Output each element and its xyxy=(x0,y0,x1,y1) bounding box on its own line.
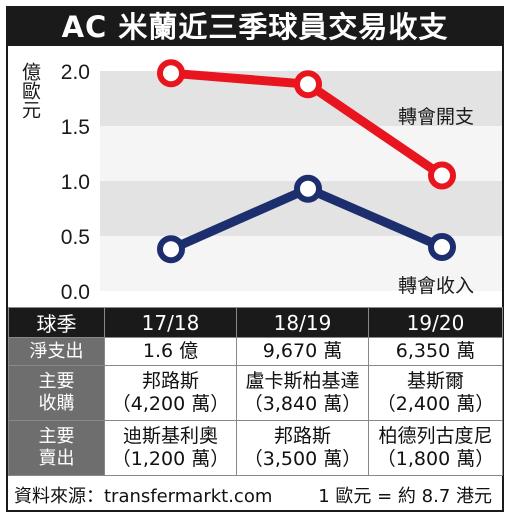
table-cell: 9,670 萬 xyxy=(236,337,369,366)
y-tick-labels: 2.0 1.5 1.0 0.5 0.0 xyxy=(61,61,90,304)
y-axis-label: 億歐元 xyxy=(19,62,41,119)
table-cell: 6,350 萬 xyxy=(368,337,503,366)
y-tick-label: 0.0 xyxy=(61,281,90,304)
y-tick-label: 2.0 xyxy=(61,61,90,84)
table-row: 主要 收購 邦路斯 （4,200 萬） 盧卡斯柏基達 （3,840 萬） 基斯爾 （2,… xyxy=(8,365,503,421)
table-cell: 1.6 億 xyxy=(104,337,237,366)
column-header: 19/20 xyxy=(368,307,503,338)
table-cell: 邦路斯 （3,500 萬） xyxy=(236,420,369,476)
series-label: 轉會收入 xyxy=(398,275,474,297)
table-cell: 柏德列古度尼 （1,800 萬） xyxy=(368,420,503,476)
data-point xyxy=(428,161,456,190)
y-tick-label: 1.5 xyxy=(61,116,90,139)
table-row: 主要 賣出 迪斯基利奧 （1,200 萬） 邦路斯 （3,500 萬） 柏德列古度尼（… xyxy=(8,420,503,476)
table-row: 淨支出 1.6 億 9,670 萬 6,350 萬 xyxy=(8,337,503,366)
transfer-table: 球季 17/18 18/19 19/20 淨支出 1.6 億 9,670 萬 6… xyxy=(8,307,503,476)
table-cell: 基斯爾 （2,400 萬） xyxy=(368,365,503,421)
table-cell: 迪斯基利奧 （1,200 萬） xyxy=(104,420,237,476)
data-point xyxy=(157,59,185,88)
source-text: 資料來源：transfermarkt.com xyxy=(14,486,273,507)
row-header: 淨支出 xyxy=(8,337,105,366)
table-cell: 邦路斯 （4,200 萬） xyxy=(104,365,237,421)
data-point xyxy=(157,235,185,264)
column-header: 18/19 xyxy=(236,307,369,338)
exchange-rate-text: 1 歐元 = 約 8.7 港元 xyxy=(318,486,492,507)
column-header: 球季 xyxy=(8,307,105,338)
data-point xyxy=(294,174,322,203)
table-header-row: 球季 17/18 18/19 19/20 xyxy=(8,307,503,338)
data-point xyxy=(428,233,456,261)
grid-bands xyxy=(100,71,502,291)
row-header: 主要 賣出 xyxy=(8,420,105,476)
table-cell: 盧卡斯柏基達 （3,840 萬） xyxy=(236,365,369,421)
chart-title: AC 米蘭近三季球員交易收支 xyxy=(8,8,502,46)
column-header: 17/18 xyxy=(104,307,237,338)
data-point xyxy=(294,70,322,99)
series-label: 轉會開支 xyxy=(398,106,474,128)
row-header: 主要 收購 xyxy=(8,365,105,421)
source-footer: 資料來源：transfermarkt.com 1 歐元 = 約 8.7 港元 xyxy=(8,483,502,510)
y-tick-label: 1.0 xyxy=(61,171,90,194)
series-points xyxy=(157,59,456,264)
y-tick-label: 0.5 xyxy=(61,226,90,249)
